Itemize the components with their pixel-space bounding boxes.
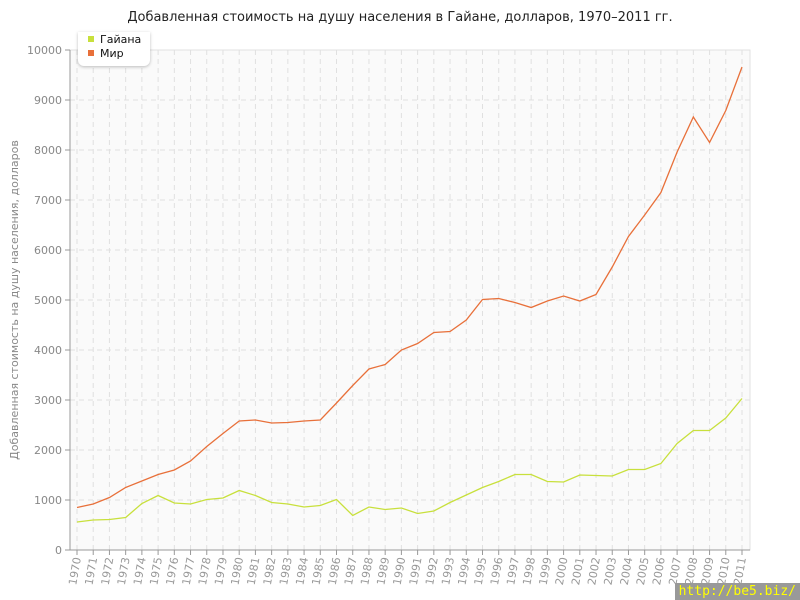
x-tick-label: 1979 [212, 556, 230, 586]
x-tick-label: 2005 [634, 556, 652, 586]
x-tick-label: 1986 [326, 556, 344, 586]
x-tick-label: 1970 [66, 556, 84, 586]
x-tick-label: 1976 [164, 556, 182, 586]
x-tick-label: 2010 [715, 556, 733, 586]
x-tick-label: 1975 [147, 556, 165, 586]
x-tick-label: 1981 [245, 556, 263, 586]
y-tick-label: 3000 [34, 394, 62, 407]
x-tick-label: 1972 [99, 556, 117, 586]
x-tick-label: 1973 [115, 556, 133, 586]
x-tick-label: 1991 [407, 556, 425, 586]
x-tick-label: 1988 [358, 556, 376, 586]
x-tick-label: 1995 [472, 556, 490, 586]
x-tick-label: 2009 [699, 556, 717, 586]
x-tick-label: 1993 [439, 556, 457, 586]
x-tick-label: 2001 [569, 556, 587, 586]
y-tick-label: 1000 [34, 494, 62, 507]
x-tick-label: 1996 [488, 556, 506, 586]
x-tick-label: 1997 [504, 556, 522, 586]
y-tick-label: 6000 [34, 244, 62, 257]
x-tick-label: 1989 [374, 556, 392, 586]
x-tick-label: 1992 [423, 556, 441, 586]
legend-label: Мир [100, 46, 124, 60]
legend: Гайана Мир [78, 32, 150, 66]
x-tick-label: 1998 [520, 556, 538, 586]
x-tick-label: 2008 [683, 556, 701, 586]
x-tick-label: 1978 [196, 556, 214, 586]
legend-swatch [88, 50, 94, 56]
x-tick-label: 1983 [277, 556, 295, 586]
x-tick-label: 2002 [585, 556, 603, 586]
x-tick-label: 1984 [293, 556, 311, 586]
y-tick-label: 5000 [34, 294, 62, 307]
y-tick-label: 10000 [27, 44, 62, 57]
x-tick-label: 2004 [618, 556, 636, 586]
x-tick-label: 2003 [602, 556, 620, 586]
series-line-0 [76, 398, 743, 523]
x-tick-label: 2011 [731, 556, 749, 586]
y-tick-label: 8000 [34, 144, 62, 157]
legend-label: Гайана [100, 32, 142, 46]
x-tick-label: 1980 [228, 556, 246, 586]
x-tick-label: 1999 [537, 556, 555, 586]
x-tick-label: 2000 [553, 556, 571, 586]
legend-item-world[interactable]: Мир [78, 46, 150, 60]
y-tick-label: 2000 [34, 444, 62, 457]
legend-item-guyana[interactable]: Гайана [78, 32, 150, 46]
y-tick-label: 9000 [34, 94, 62, 107]
series-line-1 [76, 66, 743, 509]
x-tick-label: 2007 [666, 556, 684, 586]
x-tick-label: 1990 [391, 556, 409, 586]
y-tick-label: 4000 [34, 344, 62, 357]
x-tick-label: 1971 [83, 556, 101, 586]
y-axis-label: Добавленная стоимость на душу населения,… [8, 140, 21, 460]
x-tick-label: 1977 [180, 556, 198, 586]
legend-swatch [88, 36, 94, 42]
y-tick-label: 0 [55, 544, 62, 557]
x-tick-label: 1974 [131, 556, 149, 586]
watermark[interactable]: http://be5.biz/ [674, 583, 800, 600]
chart-title: Добавленная стоимость на душу населения … [127, 10, 673, 25]
x-tick-label: 2006 [650, 556, 668, 586]
y-tick-label: 7000 [34, 194, 62, 207]
x-tick-label: 1994 [456, 556, 474, 586]
x-tick-label: 1985 [310, 556, 328, 586]
x-tick-label: 1987 [342, 556, 360, 586]
x-tick-label: 1982 [261, 556, 279, 586]
